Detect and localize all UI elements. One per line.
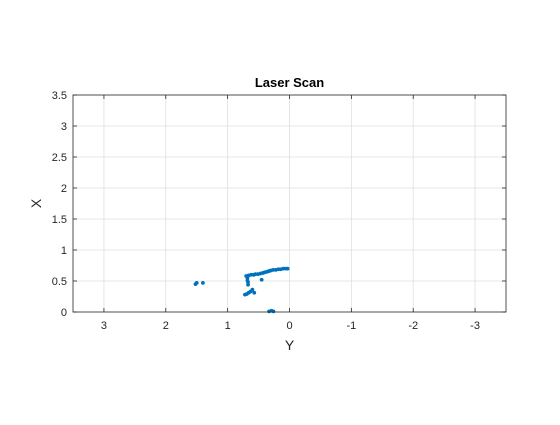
axis-ticks: 3 2 1 0 -1 -2 -3 0 0.5 1 1.5 2 2.5 3 3.5	[52, 90, 506, 332]
scan-point	[259, 277, 264, 282]
x-axis-label: Y	[285, 337, 295, 353]
scan-point	[246, 282, 250, 287]
y-axis-label: X	[28, 198, 44, 208]
y-tick-label: 0.5	[52, 276, 67, 288]
x-tick-label: -3	[470, 320, 480, 332]
x-tick-label: 2	[163, 320, 169, 332]
x-tick-label: 3	[101, 320, 107, 332]
scan-point	[271, 309, 276, 314]
y-tick-label: 1.5	[52, 214, 67, 226]
scan-point	[201, 280, 205, 285]
y-tick-label: 0	[61, 307, 67, 319]
y-tick-label: 2.5	[52, 152, 67, 164]
scan-point	[250, 287, 255, 292]
scan-point	[194, 280, 199, 285]
x-tick-label: -2	[408, 320, 418, 332]
y-tick-label: 3.5	[52, 90, 67, 102]
y-tick-label: 1	[61, 245, 67, 257]
x-tick-label: 0	[286, 320, 292, 332]
x-tick-label: -1	[346, 320, 356, 332]
y-tick-label: 3	[61, 121, 67, 133]
scan-point	[285, 266, 290, 271]
scan-point	[252, 290, 257, 295]
y-tick-label: 2	[61, 183, 67, 195]
chart-title: Laser Scan	[255, 75, 324, 90]
x-tick-label: 1	[225, 320, 231, 332]
